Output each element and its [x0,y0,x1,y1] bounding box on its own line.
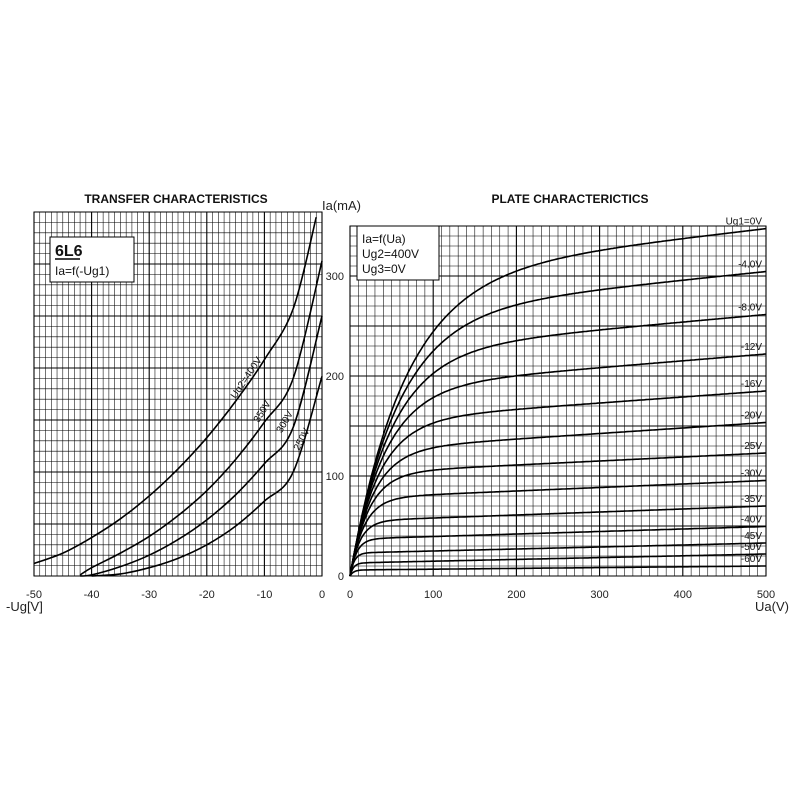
transfer-info-formula: Ia=f(-Ug1) [55,264,109,278]
transfer-chart-title: TRANSFER CHARACTERISTICS [84,192,267,206]
plate-series-label: -12V [741,342,762,353]
transfer-info-tube: 6L6 [55,243,83,260]
plate-series-line [349,505,767,577]
plate-x-tick: 300 [590,589,608,601]
plate-series-line [349,227,767,577]
plate-series-line [349,313,767,577]
transfer-x-tick: -20 [199,589,215,601]
plate-y-tick: 0 [338,571,344,583]
plate-series-label: -50V [741,542,762,553]
plate-info-line-2: Ug2=400V [362,247,419,261]
plate-y-tick: 200 [326,371,344,383]
transfer-chart: TRANSFER CHARACTERISTICS -50 -40 -30 -20 -10… [6,192,325,614]
transfer-series-line [91,376,323,577]
plate-chart-title: PLATE CHARACTERICTICS [491,192,648,206]
plate-series-label: -20V [741,411,762,422]
plate-x-tick: 500 [757,589,775,601]
transfer-x-tick: -30 [141,589,157,601]
transfer-series-line [79,260,323,576]
plate-series-line [349,479,767,577]
transfer-series-label: 350V [252,399,274,425]
plate-series-label: -25V [741,441,762,452]
plate-info-box [356,225,440,281]
transfer-series-line [80,315,323,577]
transfer-x-tick: -10 [256,589,272,601]
plate-x-axis-label: Ua(V) [755,599,789,614]
plate-series-line [349,390,767,577]
transfer-x-tick: -50 [26,589,42,601]
plate-series-label: -30V [741,469,762,480]
plate-ticks: 0 100 200 300 400 500 0 100 200 300 [326,271,776,601]
plate-series-line [349,542,766,577]
plate-x-tick: 0 [347,589,353,601]
plate-curves [349,227,767,577]
plate-series-label: -40V [741,515,762,526]
transfer-series-line [33,217,318,565]
plate-info-line-1: Ia=f(Ua) [362,232,406,246]
transfer-x-tick: -40 [84,589,100,601]
plate-series-line [349,421,767,577]
transfer-x-tick: 0 [319,589,325,601]
plate-series-line [349,565,766,577]
plate-y-tick: 300 [326,271,344,283]
plate-x-tick: 400 [674,589,692,601]
plate-series-line [349,353,767,577]
transfer-curves [33,217,323,577]
transfer-series-label: 300V [275,409,296,435]
plate-series-label: -16V [741,379,762,390]
plate-series-label: -60V [741,554,762,565]
plate-series-label: -35V [741,494,762,505]
plate-info-line-3: Ug3=0V [362,262,406,276]
plate-series-label: -8.0V [738,303,762,314]
plate-x-tick: 200 [507,589,525,601]
transfer-x-axis-label: -Ug[V] [6,599,43,614]
plate-series-line [349,525,766,577]
plate-series-line [349,553,766,577]
plate-curve-labels: Ug1=0V -4.0V -8.0V -12V -16V -20V -25V -30V -35V… [726,217,763,566]
plate-x-tick: 100 [424,589,442,601]
plate-y-tick: 100 [326,471,344,483]
plate-series-label: -45V [741,531,762,542]
plate-chart: PLATE CHARACTERICTICS Ia(mA) 0 100 200 300 4… [322,192,789,614]
plate-series-line [349,270,767,577]
plate-series-label: Ug1=0V [726,217,763,228]
plate-series-label: -4.0V [738,260,762,271]
plate-y-axis-label: Ia(mA) [322,198,361,213]
transfer-x-ticks: -50 -40 -30 -20 -10 0 [26,589,325,601]
plate-series-line [349,452,767,577]
